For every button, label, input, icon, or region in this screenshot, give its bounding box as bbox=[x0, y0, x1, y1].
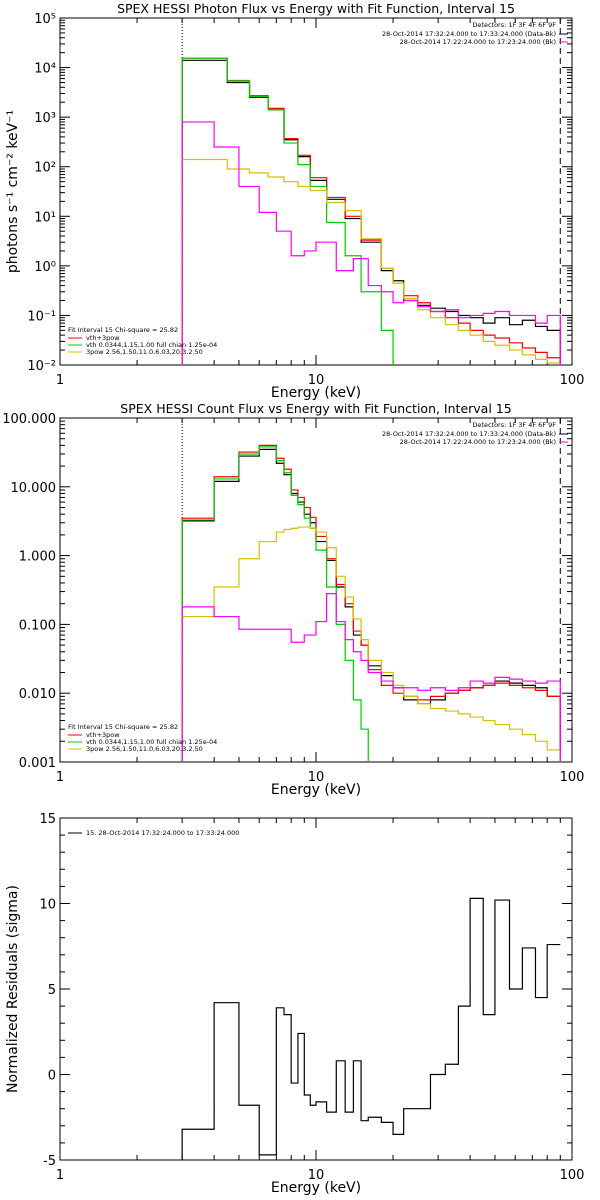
series-line-3pow bbox=[181, 526, 561, 762]
legend-top-label: 28-Oct-2014 17:22:24.000 to 17:23:24.000… bbox=[400, 38, 556, 46]
chart-title-1: SPEX HESSI Photon Flux vs Energy with Fi… bbox=[117, 1, 515, 16]
legend-detectors: Detectors: 1F 3F 4F 6F 9F bbox=[472, 421, 556, 429]
x-tick-label: 10 bbox=[308, 770, 325, 785]
y-axis-label: Normalized Residuals (sigma) bbox=[5, 885, 21, 1093]
x-tick-label: 100 bbox=[560, 770, 585, 785]
y-tick-label: 0.010 bbox=[19, 687, 56, 702]
y-tick-label: 10⁻² bbox=[27, 359, 56, 374]
legend-top-label: 28-Oct-2014 17:32:24.000 to 17:33:24.000… bbox=[382, 30, 556, 38]
y-tick-label: 10² bbox=[34, 161, 56, 176]
y-tick-label: 10⁴ bbox=[34, 62, 56, 77]
x-tick-label: 10 bbox=[308, 1168, 325, 1183]
x-tick-label: 1 bbox=[56, 1168, 64, 1183]
y-axis-label: photons s⁻¹ cm⁻² keV⁻¹ bbox=[5, 110, 21, 273]
legend-fit-label: vth 0.0344,1.15,1.00 full chian 1.25e-04 bbox=[86, 738, 217, 746]
legend-fit-label: vth 0.0344,1.15,1.00 full chian 1.25e-04 bbox=[86, 341, 217, 349]
x-axis-label: Energy (keV) bbox=[271, 782, 361, 798]
series-line-background bbox=[181, 121, 561, 365]
legend-top-label: 28-Oct-2014 17:22:24.000 to 17:23:24.000… bbox=[400, 438, 556, 446]
x-tick-label: 100 bbox=[560, 373, 585, 388]
y-tick-label: 0 bbox=[48, 1069, 56, 1084]
x-tick-label: 1 bbox=[56, 770, 64, 785]
legend-detectors: Detectors: 1F 3F 4F 6F 9F bbox=[472, 21, 556, 29]
x-tick-label: 1 bbox=[56, 373, 64, 388]
y-tick-label: 10⁰ bbox=[34, 260, 56, 275]
y-tick-label: 10⁵ bbox=[34, 12, 56, 27]
y-tick-label: 10 bbox=[39, 898, 56, 913]
chart-title-2: SPEX HESSI Count Flux vs Energy with Fit… bbox=[120, 401, 511, 416]
x-tick-label: 10 bbox=[308, 373, 325, 388]
y-tick-label: -5 bbox=[43, 1154, 56, 1169]
y-tick-label: 10¹ bbox=[34, 210, 56, 225]
legend-fit-label: 3pow 2.56,1.50,11.0,6.03,20.3,2.50 bbox=[86, 745, 203, 753]
series-line-residuals bbox=[181, 897, 561, 1160]
series-line-3pow bbox=[181, 158, 561, 365]
series-line-vth bbox=[181, 57, 561, 365]
legend-fit-label: vth+3pow bbox=[86, 731, 120, 739]
legend-fit-header: Fit Interval 15 Chi-square = 25.82 bbox=[68, 326, 178, 334]
y-tick-label: 10⁻¹ bbox=[27, 309, 56, 324]
y-tick-label: 10³ bbox=[34, 111, 56, 126]
series-line-background bbox=[181, 593, 561, 762]
legend-top-label: 28-Oct-2014 17:32:24.000 to 17:33:24.000… bbox=[382, 430, 556, 438]
series-line-vth-3pow bbox=[181, 57, 561, 365]
series-line-vth bbox=[181, 446, 561, 762]
legend-fit-label: vth+3pow bbox=[86, 334, 120, 342]
x-axis-label: Energy (keV) bbox=[271, 1180, 361, 1196]
legend-fit-header: Fit Interval 15 Chi-square = 25.82 bbox=[68, 723, 178, 731]
y-tick-label: 10.000 bbox=[11, 481, 57, 496]
x-tick-label: 100 bbox=[560, 1168, 585, 1183]
legend-fit-label: 3pow 2.56,1.50,11.0,6.03,20.3,2.50 bbox=[86, 348, 203, 356]
y-tick-label: 100.000 bbox=[2, 412, 56, 427]
y-tick-label: 1.000 bbox=[19, 550, 56, 565]
y-tick-label: 15 bbox=[39, 812, 56, 827]
y-tick-label: 0.001 bbox=[19, 756, 56, 771]
x-axis-label: Energy (keV) bbox=[271, 385, 361, 401]
legend-label: 15. 28-Oct-2014 17:32:24.000 to 17:33:24… bbox=[86, 829, 239, 837]
y-tick-label: 0.100 bbox=[19, 618, 56, 633]
y-tick-label: 5 bbox=[48, 983, 56, 998]
